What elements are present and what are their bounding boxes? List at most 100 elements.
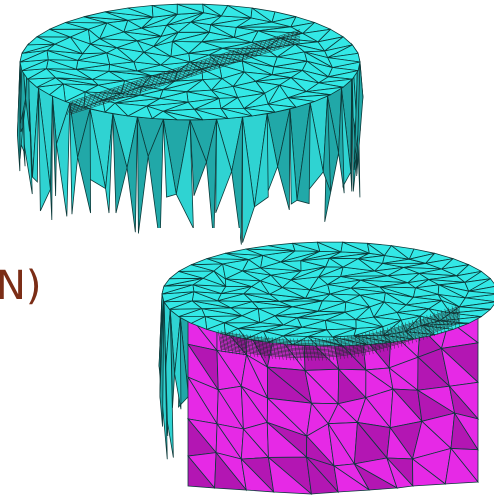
cut-face-facet [353,462,399,491]
refined-band-line [325,338,331,361]
cut-face-facet [214,451,248,491]
mesh-side-facet [350,79,353,192]
refined-band-line [69,29,301,102]
refined-band-line [415,318,421,342]
mesh-side-facet [69,102,78,215]
refined-band-line [213,54,221,70]
refined-band-line [103,89,111,104]
refined-band-line [154,73,161,88]
mesh-side-facet [356,61,364,177]
refined-band-line [221,330,226,353]
refined-band-line [190,62,198,77]
refined-band-line [332,337,338,360]
cut-face-facet [444,447,479,485]
mesh-top-facet [464,290,494,299]
refined-band-line [287,31,295,46]
refined-band-line [275,337,280,360]
mesh-side-facet [189,119,207,196]
lower-mesh-wires [161,241,494,347]
refined-band-line [273,36,281,51]
refined-band-line [340,336,345,359]
refined-band-line [293,338,298,361]
refined-band-line [264,336,270,359]
refined-band-line [242,333,248,356]
refined-band-line [401,323,406,346]
mesh-side-facet [21,79,33,195]
refined-band-line [397,324,403,347]
refined-band-line [172,67,180,82]
refined-band-line [286,338,291,361]
refined-band-line [259,40,267,55]
refined-band-line [94,92,101,107]
refined-band-line [246,334,252,357]
refined-band-line [343,336,349,359]
refined-band-line [177,66,184,81]
refined-band-line [219,313,461,349]
upper-mesh-refined-band [66,29,301,116]
refined-band-line [269,37,276,52]
refined-band-line [250,43,258,58]
mesh-side-facet [126,117,138,233]
refined-band-line [80,96,88,111]
cut-face-facet [412,458,447,487]
refined-band-line [448,307,453,330]
refined-band-line [451,306,457,329]
refined-band-line [383,328,388,351]
cut-face-facet [333,465,371,493]
refined-band-line [98,90,106,106]
mesh-side-facet [231,117,243,245]
mesh-side-facet [174,317,182,410]
refined-band-line [69,34,301,107]
refined-band-line [394,325,399,348]
mesh-side-facet [77,108,91,214]
mesh-top-facet [350,287,386,296]
mesh-side-facet [50,96,53,221]
refined-band-line [66,100,74,116]
refined-band-line [292,30,299,45]
refined-band-line [121,83,129,98]
refined-band-line [253,335,259,358]
refined-band-line [365,332,370,355]
refined-band-line [379,329,385,352]
refined-band-line [260,335,266,359]
refined-band-line [271,337,277,360]
refined-band-line [419,317,424,340]
cut-face-facet [240,457,275,493]
mesh-side-facet [52,96,57,196]
refined-band-line [372,331,378,354]
refined-band-line [239,333,244,356]
refined-band-line [368,331,374,355]
refined-band-line [318,338,324,361]
refined-band-line [158,72,166,87]
refined-band-line [69,40,301,114]
mesh-side-facet [296,102,311,205]
mesh-side-facet [215,119,233,213]
refined-band-line [69,42,301,115]
mesh-side-facet [56,102,71,217]
refined-band-line [219,318,461,354]
refined-band-line [257,335,262,358]
refined-band-line [219,308,461,344]
mesh-side-facet [206,119,217,243]
refined-band-line [135,79,143,94]
refined-band-line [209,56,216,71]
refined-band-line [195,60,203,75]
refined-band-line [71,99,78,114]
mesh-side-facet [112,113,128,214]
refined-band-line [117,85,124,100]
refined-band-line [426,315,432,338]
mesh-top-facet [437,284,466,299]
refined-band-line [140,77,147,93]
refined-band-line [236,47,244,62]
refined-band-line [412,320,417,343]
refined-band-line [232,49,239,64]
refined-band-line [204,57,212,72]
refined-band-line [219,312,461,348]
refined-band-line [219,320,461,356]
mesh-top-facet [273,56,308,68]
refined-band-line [278,337,284,360]
mesh-side-facet [242,117,255,243]
mesh-top-facet [327,57,361,68]
refined-band-line [89,93,97,108]
refined-band-line [108,87,115,103]
